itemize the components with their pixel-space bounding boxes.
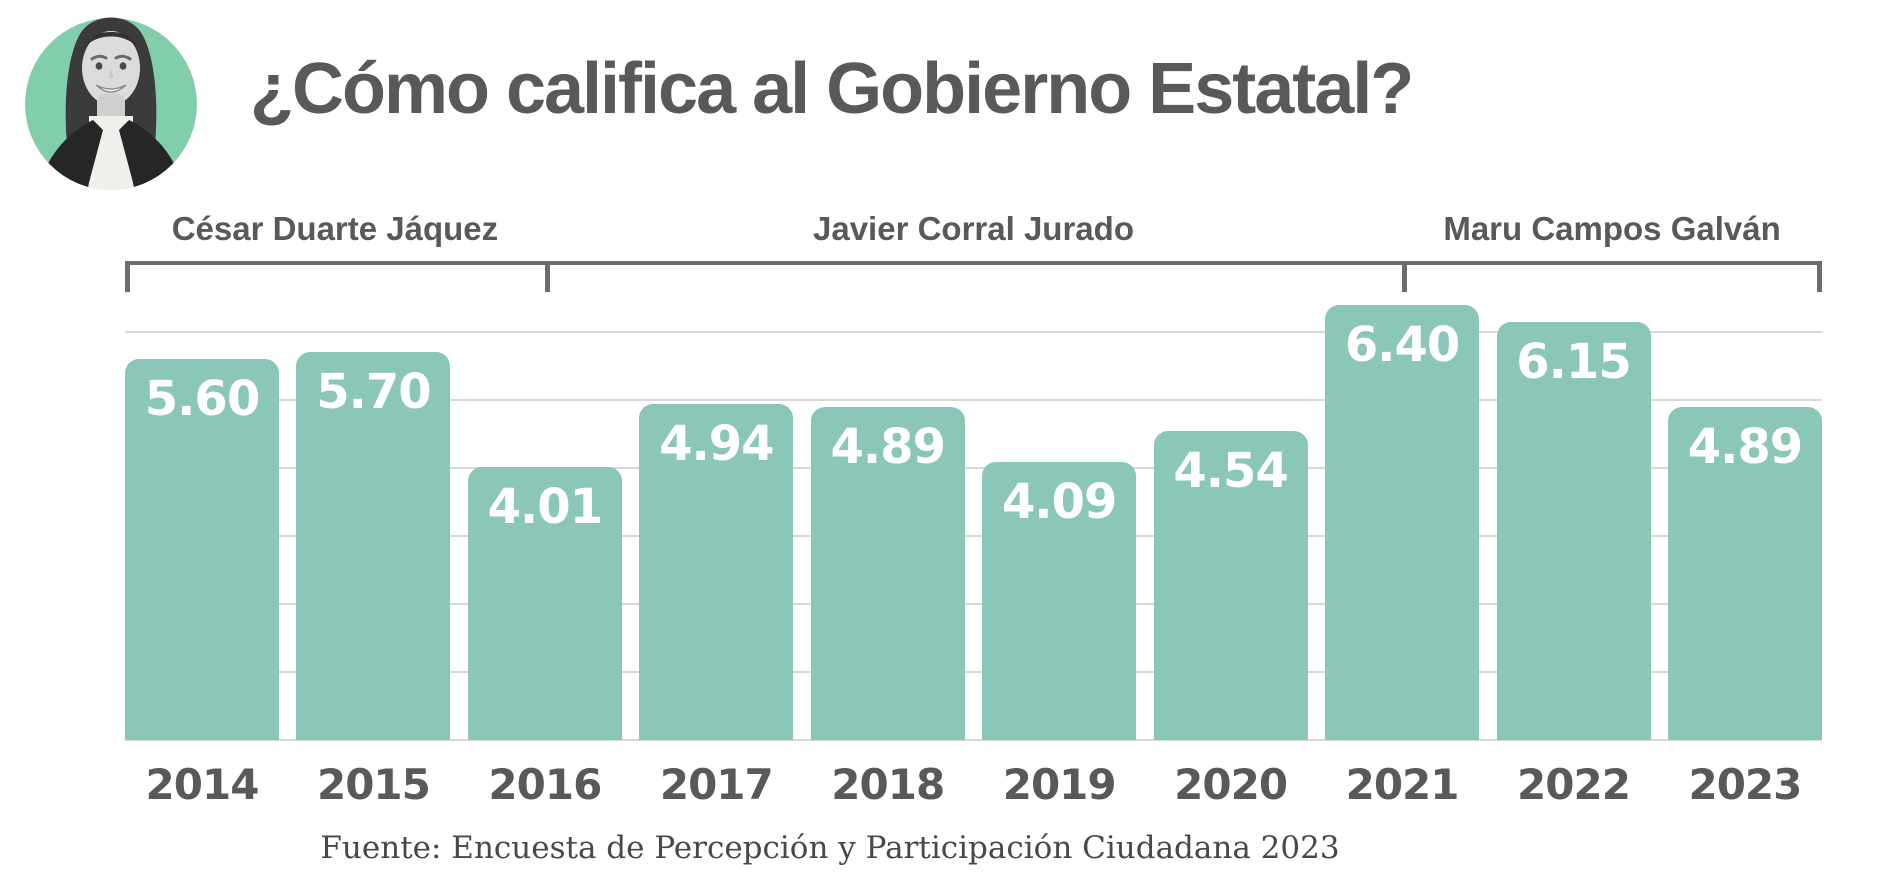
- governor-label-1: César Duarte Jáquez: [171, 210, 499, 247]
- gridline-value-1: [125, 671, 1822, 673]
- bar-value-label: 4.54: [1173, 443, 1288, 499]
- x-axis-label-2017: 2017: [659, 760, 774, 809]
- bar-value-label: 4.89: [1687, 419, 1803, 475]
- bars-container: 5.60 5.70 4.01 4.94 4.89 4.09 4.54 6.40 6.15 4.89: [125, 300, 1822, 740]
- bar-value-label: 4.01: [487, 479, 603, 535]
- bar-value-label: 6.40: [1344, 317, 1460, 373]
- governor-label-3: Maru Campos Galván: [1443, 210, 1781, 247]
- governor-label-2: Javier Corral Jurado: [813, 210, 1134, 247]
- gridline-value-5: [125, 399, 1822, 401]
- bar-value-label: 4.94: [659, 416, 774, 472]
- bracket-tick-1: [544, 261, 550, 292]
- gridline-value-3: [125, 535, 1822, 537]
- governor-bracket-line: [125, 261, 1822, 265]
- bar-2017: 4.94: [639, 404, 794, 740]
- source-caption: Fuente: Encuesta de Percepción y Partici…: [320, 830, 1340, 866]
- avatar: [25, 17, 197, 190]
- x-axis-label-2018: 2018: [831, 760, 945, 809]
- gridline-value-2: [125, 603, 1822, 605]
- x-axis-label-2021: 2021: [1345, 760, 1460, 809]
- bar-value-label: 4.89: [830, 419, 946, 475]
- bar-value-label: 5.70: [316, 364, 431, 420]
- bar-2023: 4.89: [1667, 407, 1822, 740]
- bar-value-label: 4.09: [1001, 474, 1117, 530]
- gridline-value-4: [125, 467, 1822, 469]
- bar-2021: 6.40: [1325, 305, 1480, 740]
- x-axis-label-2014: 2014: [145, 760, 260, 809]
- bar-value-label: 6.15: [1516, 334, 1631, 390]
- x-axis-label-2023: 2023: [1688, 760, 1802, 809]
- bar-2020: 4.54: [1153, 431, 1308, 740]
- bar-chart: 5.60 5.70 4.01 4.94 4.89 4.09 4.54 6.40 6.15 4.89: [125, 300, 1822, 741]
- x-axis-label-2020: 2020: [1174, 760, 1288, 809]
- gridline-value-0: [125, 739, 1822, 741]
- bracket-tick-0: [125, 261, 130, 292]
- page-title: ¿Cómo califica al Gobierno Estatal?: [250, 49, 1414, 129]
- bar-2018: 4.89: [810, 407, 965, 740]
- bar-2016: 4.01: [467, 467, 622, 740]
- x-axis-labels: 2014 2015 2016 2017 2018 2019 2020 2021 2022 2023: [125, 760, 1822, 809]
- x-axis-label-2016: 2016: [488, 760, 602, 809]
- bar-2015: 5.70: [296, 352, 451, 740]
- bar-2019: 4.09: [982, 462, 1137, 740]
- bar-2014: 5.60: [125, 359, 279, 740]
- gridline-value-6: [125, 331, 1822, 333]
- bar-value-label: 5.60: [144, 371, 260, 427]
- bracket-tick-2: [1402, 261, 1408, 292]
- bar-2022: 6.15: [1496, 322, 1651, 740]
- avatar-portrait: [39, 17, 183, 190]
- bracket-tick-3: [1817, 261, 1822, 292]
- x-axis-label-2019: 2019: [1002, 760, 1117, 809]
- x-axis-label-2022: 2022: [1517, 760, 1631, 809]
- x-axis-label-2015: 2015: [316, 760, 431, 809]
